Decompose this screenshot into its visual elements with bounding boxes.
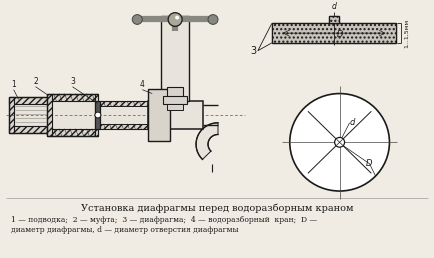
Bar [148,101,203,129]
Bar [9,98,46,104]
Text: 3: 3 [70,77,75,86]
Text: D: D [337,30,344,39]
Bar [100,106,148,124]
Bar [329,15,339,23]
Circle shape [208,15,218,24]
Bar [13,104,46,126]
Bar [272,23,396,43]
Text: диаметр диафрагмы, d — диаметр отверстия диафрагмы: диаметр диафрагмы, d — диаметр отверстия… [11,226,238,234]
Circle shape [168,13,182,26]
Text: 1 — подводка;  2 — муфта;  3 — диафрагма;  4 — водоразборный  кран;  D —: 1 — подводка; 2 — муфта; 3 — диафрагма; … [11,216,317,224]
Bar [150,103,180,127]
Bar [148,89,170,141]
Circle shape [132,15,142,24]
Text: 1: 1 [11,80,16,89]
Bar [100,124,148,129]
Bar [9,126,46,133]
Bar [9,98,13,133]
Text: Установка диафрагмы перед водоразборным краном: Установка диафрагмы перед водоразборным … [81,204,353,213]
Bar [46,129,99,136]
Bar [161,15,189,101]
Bar [167,87,183,104]
Text: d: d [332,2,336,11]
Bar [46,94,52,136]
Bar [95,94,99,136]
Text: 2: 2 [33,77,38,86]
Text: 4: 4 [140,80,145,89]
Circle shape [335,138,345,147]
Circle shape [175,15,179,20]
Text: D: D [366,159,373,168]
Bar [100,101,148,106]
Bar [163,96,187,104]
Bar [167,104,183,110]
Circle shape [290,94,389,191]
Text: 1...1,5мм: 1...1,5мм [404,19,409,48]
Circle shape [95,112,101,118]
Text: d: d [349,118,355,127]
Bar [52,101,95,129]
Bar [272,23,396,43]
Polygon shape [196,123,218,159]
Text: 3: 3 [251,46,257,56]
Bar [95,101,100,129]
Bar [46,94,99,101]
Bar [329,15,339,23]
